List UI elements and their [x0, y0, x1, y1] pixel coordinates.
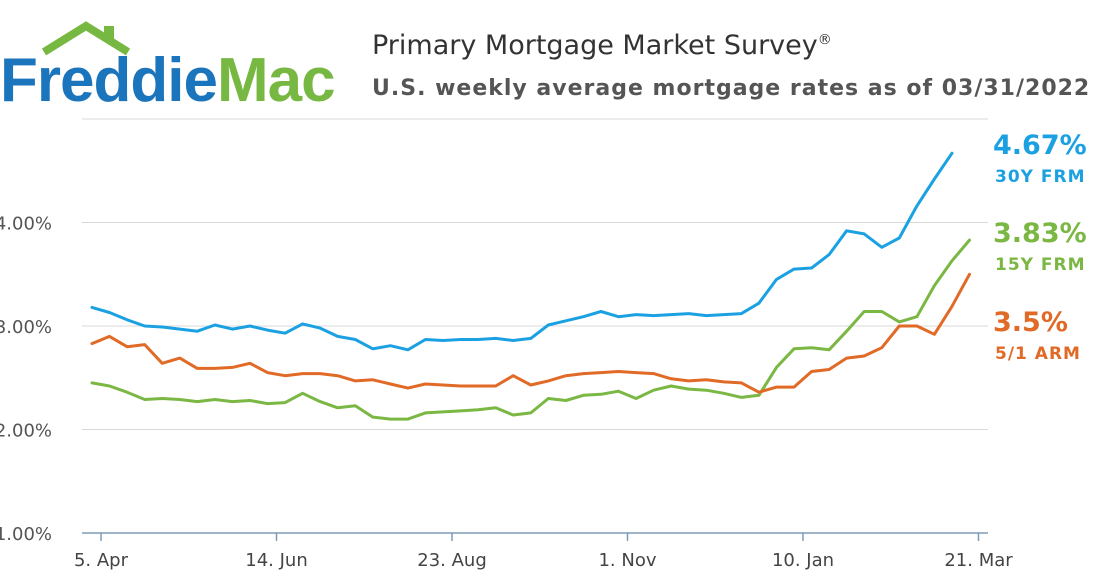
y-tick-label: 1.00%: [0, 524, 52, 545]
x-tick-label: 5. Apr: [74, 550, 129, 571]
chart-title-text: Primary Mortgage Market Survey: [372, 30, 818, 61]
end-value-15y: 3.83%: [993, 218, 1087, 249]
x-tick-label: 21. Mar: [944, 550, 1013, 571]
end-value-30y: 4.67%: [993, 130, 1087, 161]
end-value-arm: 3.5%: [993, 307, 1068, 338]
x-tick-label: 14. Jun: [245, 550, 307, 571]
logo-text-mac: Mac: [216, 46, 336, 115]
x-tick-label: 10. Jan: [772, 550, 834, 571]
series-line-15y-frm: [90, 238, 971, 421]
y-tick-label: 3.00%: [0, 317, 52, 338]
logo-text-freddie: Freddie: [0, 46, 218, 115]
chart-title: Primary Mortgage Market Survey®: [372, 30, 832, 61]
y-tick-label: 2.00%: [0, 421, 52, 442]
series-line-30y-frm: [90, 151, 954, 352]
series-label-15y: 15Y FRM: [995, 255, 1086, 275]
series-label-30y: 30Y FRM: [995, 167, 1086, 187]
x-tick-label: 23. Aug: [417, 550, 487, 571]
series-line-5-1-arm: [90, 272, 971, 394]
freddie-mac-logo: FreddieMac: [0, 18, 340, 112]
chart-subtitle: U.S. weekly average mortgage rates as of…: [372, 76, 1091, 101]
x-tick-label: 1. Nov: [598, 550, 656, 571]
logo-wordmark: FreddieMac: [0, 50, 336, 112]
series-label-arm: 5/1 ARM: [995, 344, 1081, 364]
y-tick-label: 4.00%: [0, 214, 52, 235]
house-roof-icon: [41, 21, 131, 56]
registered-mark: ®: [817, 32, 832, 48]
